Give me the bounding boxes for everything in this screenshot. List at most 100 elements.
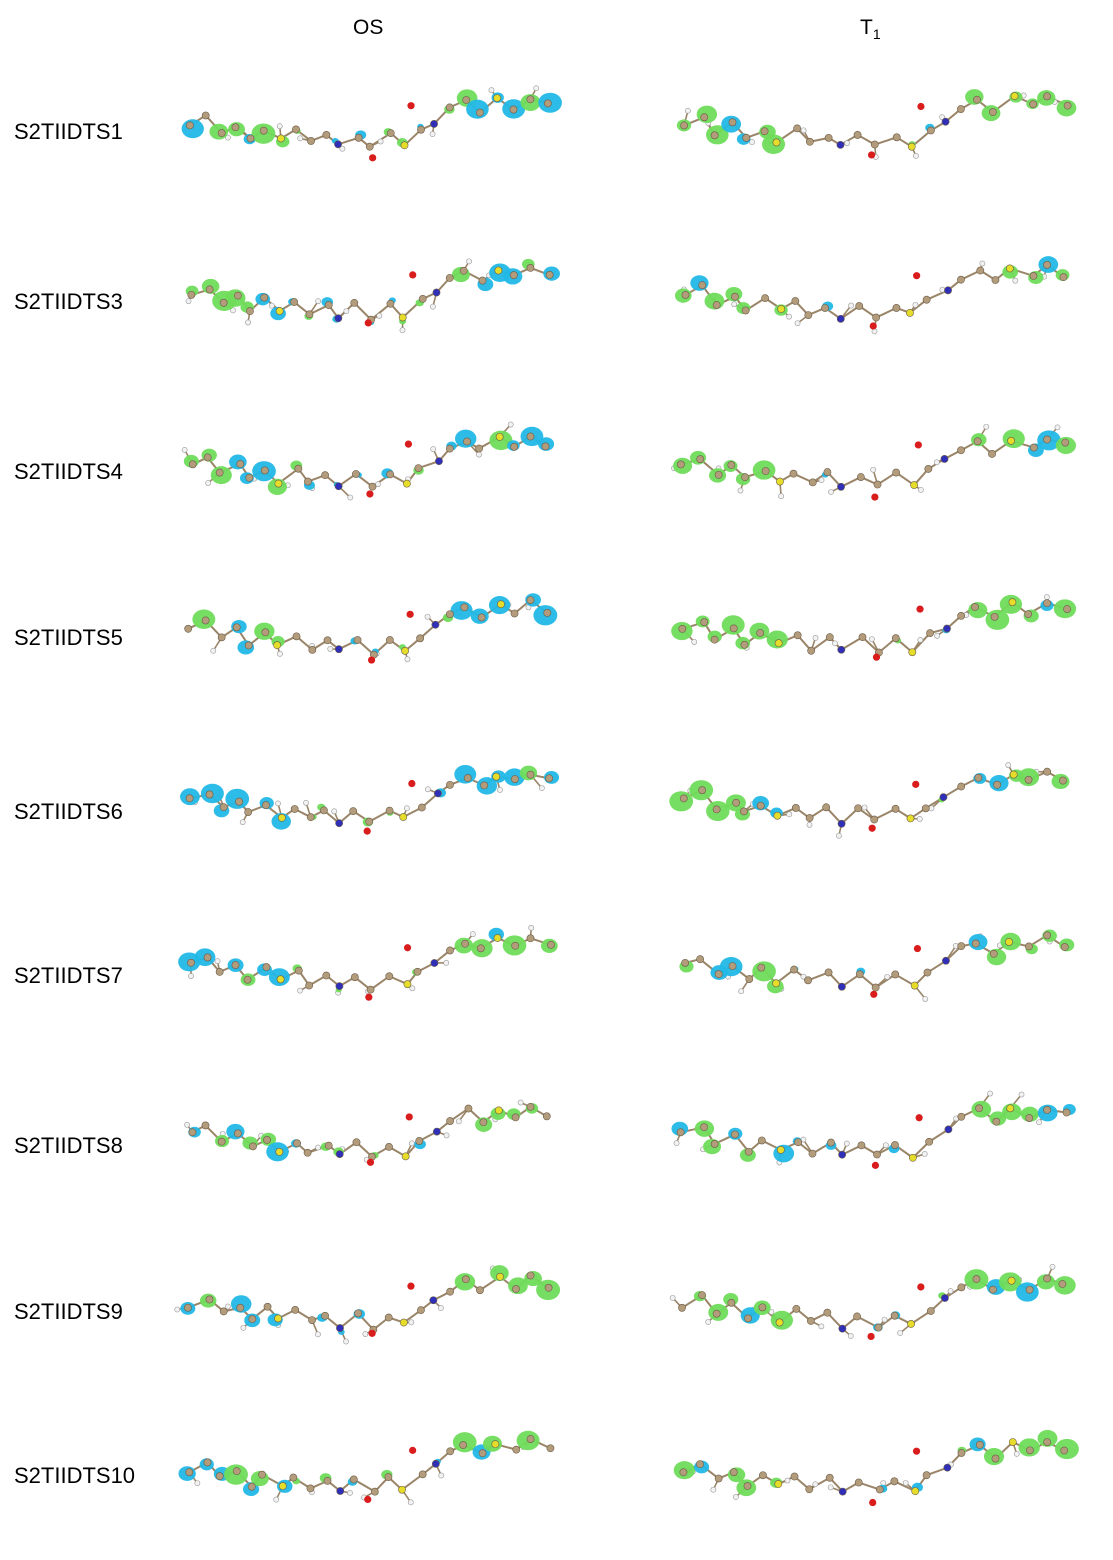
- carbon-atom: [1062, 439, 1069, 446]
- carbon-atom: [696, 1461, 703, 1468]
- carbon-atom: [730, 1469, 737, 1476]
- hydrogen-atom: [430, 131, 435, 136]
- spin-density-panel-os: [150, 1400, 590, 1560]
- spin-density-panel-t1: [640, 560, 1110, 720]
- hydrogen-atom: [378, 139, 383, 144]
- spin-density-panel-t1: [640, 1235, 1110, 1395]
- hydrogen-atom: [274, 1497, 279, 1502]
- carbon-atom: [699, 282, 706, 289]
- carbon-atom: [322, 472, 329, 479]
- hydrogen-atom: [885, 974, 890, 979]
- carbon-atom: [542, 443, 549, 450]
- carbon-atom: [988, 450, 995, 457]
- nitrogen-atom: [838, 646, 845, 653]
- sulfur-atom: [399, 314, 406, 321]
- nitrogen-atom: [430, 1297, 437, 1304]
- carbon-atom: [762, 295, 769, 302]
- carbon-atom: [350, 808, 357, 815]
- hydrogen-atom: [508, 422, 513, 427]
- carbon-atom: [415, 465, 422, 472]
- oxygen-atom: [914, 945, 921, 952]
- carbon-atom: [419, 295, 426, 302]
- sulfur-atom: [1010, 771, 1017, 778]
- hydrogen-atom: [425, 787, 430, 792]
- carbon-atom: [958, 612, 965, 619]
- hydrogen-atom: [1013, 278, 1018, 283]
- nitrogen-atom: [335, 646, 342, 653]
- hydrogen-atom: [987, 1091, 992, 1096]
- sulfur-atom: [906, 309, 913, 316]
- carbon-atom: [366, 818, 373, 825]
- hydrogen-atom: [405, 657, 410, 662]
- carbon-atom: [975, 774, 982, 781]
- carbon-atom: [512, 942, 519, 949]
- sulfur-atom: [274, 1315, 281, 1322]
- carbon-atom: [876, 1486, 883, 1493]
- carbon-atom: [1030, 444, 1037, 451]
- hydrogen-atom: [828, 1485, 833, 1490]
- carbon-atom: [369, 483, 376, 490]
- carbon-atom: [185, 625, 192, 632]
- carbon-atom: [871, 141, 878, 148]
- carbon-atom: [237, 1304, 244, 1311]
- carbon-atom: [351, 974, 358, 981]
- carbon-atom: [527, 1272, 534, 1279]
- molecule-structure: [150, 395, 590, 555]
- carbon-atom: [245, 642, 252, 649]
- sulfur-atom: [275, 480, 282, 487]
- carbon-atom: [232, 961, 239, 968]
- bond-group: [674, 1091, 1067, 1165]
- nitrogen-atom: [432, 1460, 439, 1467]
- hydrogen-atom: [883, 1143, 888, 1148]
- hydrogen-atom: [377, 313, 382, 318]
- hydrogen-atom: [862, 805, 867, 810]
- carbon-atom: [481, 782, 488, 789]
- hydrogen-atom: [918, 637, 923, 642]
- hydrogen-atom: [913, 302, 918, 307]
- carbon-atom: [386, 636, 393, 643]
- carbon-atom: [263, 1136, 270, 1143]
- nitrogen-atom: [942, 118, 949, 125]
- carbon-atom: [478, 614, 485, 621]
- carbon-atom: [447, 1448, 454, 1455]
- carbon-atom: [186, 1469, 193, 1476]
- carbon-atom: [680, 1469, 687, 1476]
- hydrogen-atom: [444, 1133, 449, 1138]
- carbon-atom: [355, 1310, 362, 1317]
- hydrogen-atom: [186, 299, 191, 304]
- carbon-atom: [1059, 1280, 1066, 1287]
- carbon-atom: [206, 286, 213, 293]
- hydrogen-atom: [819, 477, 824, 482]
- spin-density-panel-t1: [640, 895, 1110, 1055]
- carbon-atom: [218, 634, 225, 641]
- spin-density-panel-t1: [640, 395, 1110, 555]
- molecule-structure: [150, 1400, 590, 1560]
- carbon-atom: [262, 629, 269, 636]
- carbon-atom: [527, 96, 534, 103]
- carbon-atom: [385, 1474, 392, 1481]
- oxygen-atom: [364, 1496, 371, 1503]
- hydrogen-atom: [711, 1487, 716, 1492]
- hydrogen-atom: [404, 806, 409, 811]
- carbon-atom: [387, 130, 394, 137]
- spin-density-panel-os: [150, 55, 590, 215]
- carbon-atom: [325, 301, 332, 308]
- spin-density-panel-t1: [640, 55, 1110, 215]
- carbon-atom: [414, 968, 421, 975]
- carbon-atom: [825, 134, 832, 141]
- carbon-atom: [419, 1471, 426, 1478]
- carbon-atom: [681, 122, 688, 129]
- sulfur-atom: [776, 1319, 783, 1326]
- carbon-atom: [958, 1113, 965, 1120]
- hydrogen-atom: [466, 259, 471, 264]
- nitrogen-atom: [837, 483, 844, 490]
- sulfur-atom: [776, 478, 783, 485]
- hydrogen-atom: [984, 424, 989, 429]
- hydrogen-atom: [929, 806, 934, 811]
- carbon-atom: [512, 1114, 519, 1121]
- carbon-atom: [527, 1435, 534, 1442]
- molecule-label: S2TIIDTS8: [14, 1132, 123, 1160]
- oxygen-atom: [404, 944, 411, 951]
- carbon-atom: [924, 969, 931, 976]
